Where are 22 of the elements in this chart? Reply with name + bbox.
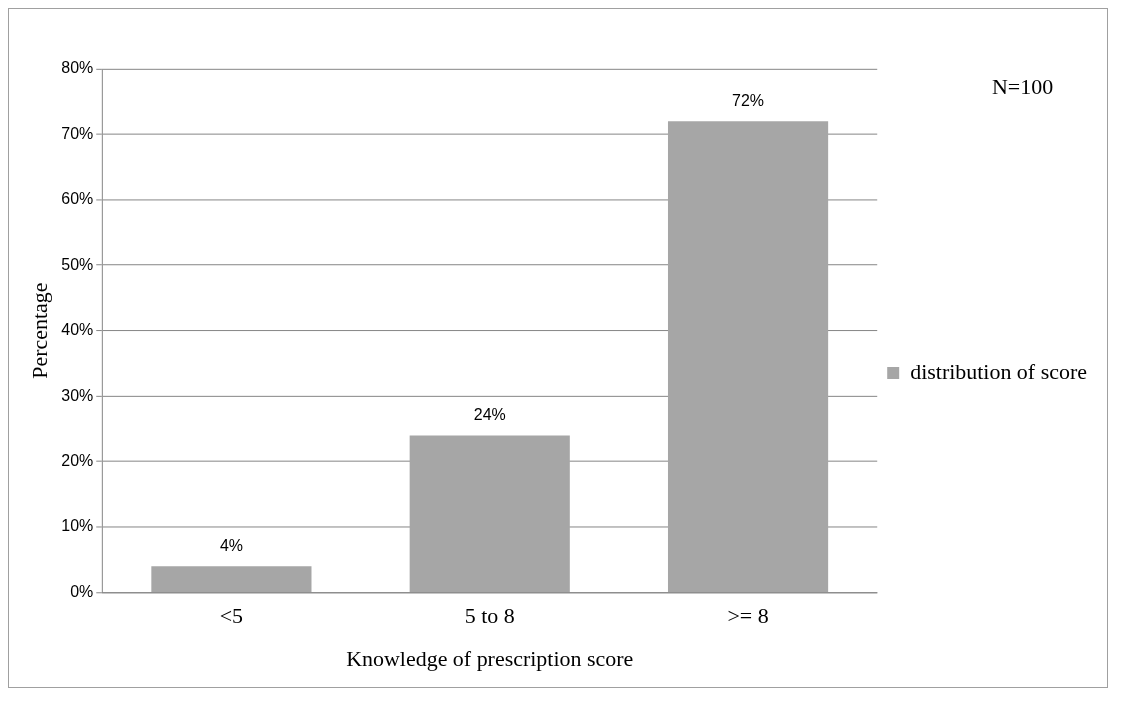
x-tick-label: >= 8 [727, 603, 769, 629]
y-tick-label: 10% [61, 517, 94, 535]
bar [409, 435, 570, 592]
x-tick-label: 5 to 8 [464, 603, 515, 629]
y-tick-label: 50% [61, 255, 94, 273]
x-axis-title: Knowledge of prescription score [346, 645, 634, 671]
text: 4% [219, 536, 243, 554]
text: 24% [473, 405, 506, 423]
y-tick-label: 20% [61, 451, 94, 469]
text: N=100 [992, 73, 1054, 99]
y-tick-label: 0% [70, 582, 94, 600]
x-tick-label: <5 [219, 603, 244, 629]
legend-label: distribution of score [910, 358, 1087, 384]
y-tick-label: 70% [61, 124, 94, 142]
bar [151, 566, 312, 592]
text: 72% [732, 91, 765, 109]
y-tick-label: 80% [61, 59, 94, 77]
y-tick-label: 30% [61, 386, 94, 404]
bar [667, 121, 829, 592]
y-tick-label: 60% [61, 190, 94, 208]
y-axis-title: Percentage [26, 282, 52, 379]
y-tick-label: 40% [61, 321, 94, 339]
